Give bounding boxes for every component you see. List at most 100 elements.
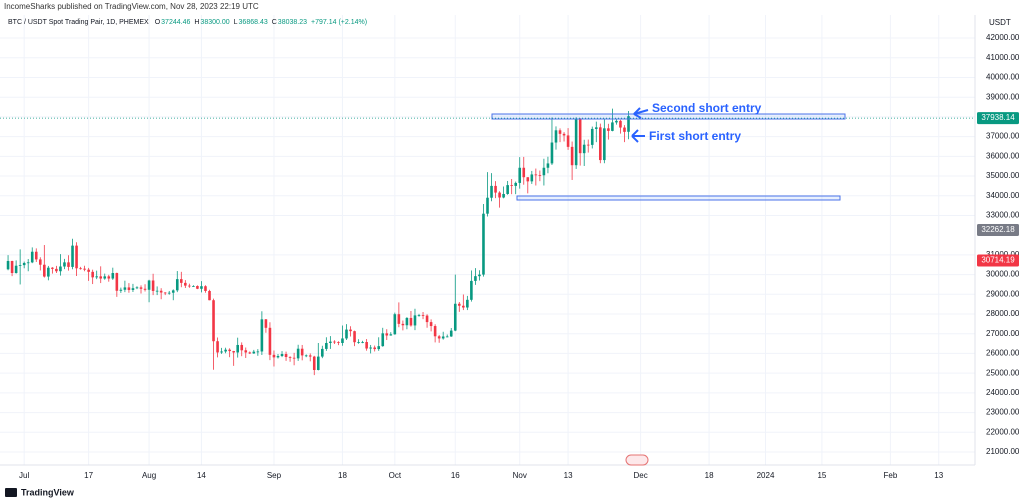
candle-body: [107, 276, 111, 279]
logo-icon: [5, 488, 17, 497]
x-tick-label: 16: [451, 471, 460, 480]
candle-body: [22, 262, 26, 266]
candle-body: [147, 280, 151, 290]
y-tick-label: 31000.00: [986, 250, 1020, 259]
candle-body: [272, 354, 276, 358]
candle-body: [155, 290, 159, 292]
candle-body: [562, 133, 566, 136]
candle-body: [345, 329, 348, 339]
candle-body: [26, 262, 30, 264]
candle-body: [623, 127, 626, 132]
candle-body: [409, 317, 413, 326]
candle-body: [482, 213, 485, 275]
candle-body: [437, 336, 441, 339]
candle-body: [401, 323, 405, 326]
candle-body: [83, 268, 86, 270]
candle-body: [413, 315, 417, 326]
candle-body: [51, 267, 54, 269]
ohlc-key: L: [234, 19, 238, 26]
candle-body: [466, 299, 469, 308]
candle-body: [87, 269, 90, 272]
candle-body: [333, 341, 336, 343]
candle-body: [586, 144, 590, 146]
candle-body: [607, 128, 610, 131]
candle-body: [171, 290, 175, 293]
x-tick-label: 13: [934, 471, 943, 480]
candle-body: [417, 315, 421, 316]
candle-body: [296, 348, 300, 359]
candle-body: [518, 167, 522, 183]
candle-body: [381, 333, 385, 347]
ohlc-legend: O 37244.46 H 38300.00 L 36868.43 C 38038.23 +797…: [155, 19, 367, 26]
candle-body: [200, 286, 203, 289]
candle-body: [79, 268, 82, 270]
candle-body: [180, 279, 183, 283]
y-tick-label: 29000.00: [986, 289, 1020, 298]
ohlc-value: 36868.43: [239, 19, 268, 26]
candle-body: [534, 174, 538, 176]
candle-body: [385, 333, 389, 336]
x-tick-label: Feb: [883, 471, 897, 480]
currency: USDT: [989, 18, 1011, 27]
candle-body: [216, 341, 219, 353]
candle-body: [6, 260, 10, 270]
candle-body: [611, 122, 614, 131]
candle-body: [240, 344, 244, 351]
candle-body: [405, 317, 409, 326]
x-tick-label: 18: [338, 471, 347, 480]
y-tick-label: 36000.00: [986, 151, 1020, 160]
candle-body: [208, 290, 211, 301]
candle-body: [10, 260, 14, 274]
candle-body: [538, 175, 542, 176]
logo: [5, 488, 17, 497]
candle-body: [554, 130, 558, 143]
annotation: First short entry: [649, 129, 741, 143]
candle-body: [131, 288, 135, 290]
y-tick-label: 26000.00: [986, 349, 1020, 358]
candle-body: [369, 347, 372, 349]
candle-body: [260, 319, 264, 352]
candle-body: [119, 289, 123, 291]
candle-body: [550, 142, 554, 164]
candle-body: [574, 119, 578, 166]
candle-body: [566, 135, 570, 147]
candle-body: [558, 130, 562, 134]
candle-body: [192, 286, 195, 287]
price-tag: [977, 112, 1019, 125]
candle-body: [220, 351, 223, 353]
x-tick-label: 13: [564, 471, 573, 480]
candle-body: [490, 185, 493, 198]
candle-body: [167, 292, 171, 294]
candle-body: [284, 354, 288, 357]
candle-body: [123, 287, 127, 290]
candle-body: [300, 348, 304, 356]
candle-body: [526, 177, 530, 182]
candle-body: [59, 266, 62, 272]
candle-body: [445, 336, 449, 338]
price-tag-label: 37938.14: [981, 113, 1015, 122]
ohlc-value: 38300.00: [200, 19, 229, 26]
candle-body: [38, 259, 42, 265]
ohlc-value: 38038.23: [278, 19, 307, 26]
candle-body: [377, 346, 381, 350]
y-tick-label: 39000.00: [986, 92, 1020, 101]
candle-body: [599, 127, 602, 161]
publisher: IncomeSharks published on TradingView.co…: [4, 2, 259, 11]
y-tick-label: 40000.00: [986, 73, 1020, 82]
y-tick-label: 24000.00: [986, 388, 1020, 397]
ohlc-change: +797.14 (+2.14%): [311, 19, 367, 26]
x-tick-label: 2024: [757, 471, 775, 480]
candle-body: [268, 327, 272, 355]
candle-body: [441, 336, 445, 339]
candle-body: [244, 350, 248, 353]
x-tick-label: 17: [84, 471, 93, 480]
candle-body: [329, 341, 332, 343]
candle-body: [256, 351, 260, 353]
arrows: [631, 107, 649, 143]
price-tag-label: 30714.19: [981, 256, 1015, 265]
candle-body: [478, 274, 481, 277]
y-tick-label: 22000.00: [986, 427, 1020, 436]
candle-body: [43, 264, 46, 277]
candle-body: [135, 287, 139, 289]
candle-body: [63, 262, 66, 267]
